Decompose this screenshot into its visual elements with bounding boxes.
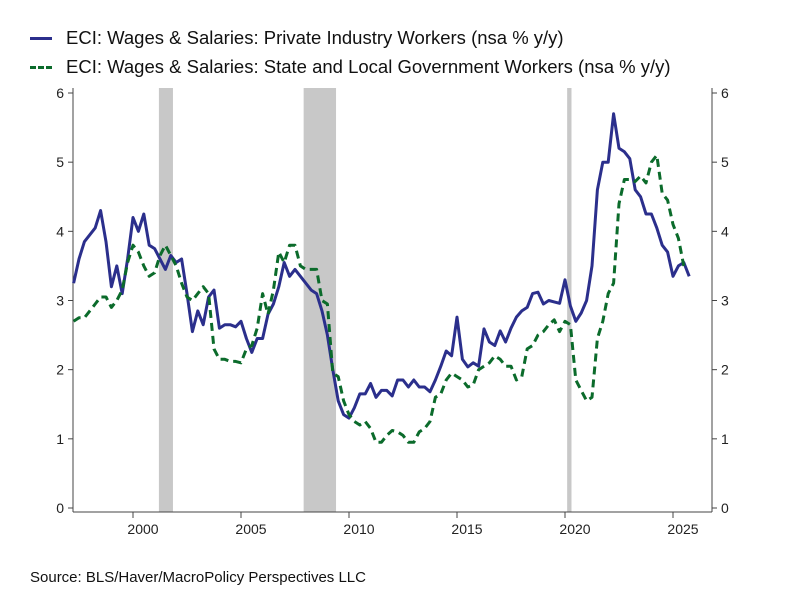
x-tick-label: 2010 — [343, 521, 374, 537]
legend-solid-line-icon — [30, 36, 52, 40]
y-tick-label-left: 6 — [56, 85, 64, 101]
x-tick-label: 2005 — [235, 521, 266, 537]
y-tick-label-right: 1 — [721, 431, 729, 447]
y-tick-label-right: 2 — [721, 362, 729, 378]
x-tick-label: 2020 — [559, 521, 590, 537]
series-line-private-industry — [72, 112, 691, 420]
x-tick-label: 2015 — [451, 521, 482, 537]
y-tick-label-right: 3 — [721, 293, 729, 309]
y-tick-label-left: 2 — [56, 362, 64, 378]
y-tick-label-right: 6 — [721, 85, 729, 101]
y-tick-label-left: 3 — [56, 293, 64, 309]
series-line-state-local-government — [72, 153, 686, 444]
source-note: Source: BLS/Haver/MacroPolicy Perspectiv… — [30, 569, 366, 586]
legend-item-private: ECI: Wages & Salaries: Private Industry … — [30, 27, 564, 49]
legend-label-state-local: ECI: Wages & Salaries: State and Local G… — [66, 56, 671, 77]
y-tick-label-left: 4 — [56, 223, 64, 239]
x-tick-label: 2000 — [127, 521, 158, 537]
y-tick-label-left: 1 — [56, 431, 64, 447]
y-tick-label-right: 4 — [721, 223, 729, 239]
legend-label-private: ECI: Wages & Salaries: Private Industry … — [66, 27, 564, 48]
legend-dashed-line-icon — [30, 65, 52, 69]
legend-item-state-local: ECI: Wages & Salaries: State and Local G… — [30, 56, 671, 78]
y-tick-label-right: 0 — [721, 500, 729, 516]
y-tick-label-right: 5 — [721, 154, 729, 170]
recession-band — [158, 88, 173, 512]
x-tick-label: 2025 — [667, 521, 698, 537]
y-tick-label-left: 0 — [56, 500, 64, 516]
y-tick-label-left: 5 — [56, 154, 64, 170]
